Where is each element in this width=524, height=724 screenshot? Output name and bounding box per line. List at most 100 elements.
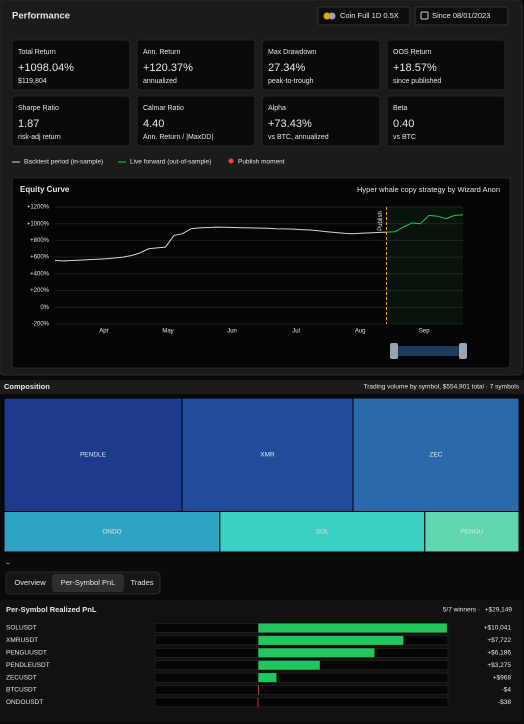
tab[interactable]: Overview [14, 578, 46, 587]
legend-label: Backtest period (in-sample) [24, 159, 103, 166]
y-tick-label: +400% [30, 271, 50, 277]
symbol-label: ZECUSDT [6, 674, 37, 681]
bar-track [154, 685, 449, 695]
pnl-bar [258, 685, 260, 695]
pnl-value: +$6,186 [487, 650, 511, 657]
tab[interactable]: Per-Symbol PnL [61, 578, 116, 587]
pnl-bar [258, 673, 277, 683]
metric-sub: since published [393, 78, 441, 85]
composition-header [0, 380, 524, 394]
pnl-value: -$4 [502, 687, 512, 694]
range-selector[interactable] [393, 346, 463, 356]
pnl-value: +$3,275 [487, 662, 511, 669]
pnl-bar [258, 635, 404, 645]
treemap-cell [3, 397, 183, 512]
metric-value: +73.43% [268, 118, 312, 130]
x-tick-label: May [162, 329, 173, 335]
metric-label: Beta [393, 105, 408, 112]
treemap-cell [424, 510, 520, 553]
pnl-value: +$7,722 [487, 637, 511, 644]
symbol-label: XMRUSDT [6, 637, 38, 644]
metric-label: Ann. Return [143, 49, 180, 56]
y-tick-label: 0% [40, 305, 49, 311]
summary-total: +$29,149 [485, 607, 513, 614]
treemap-label: XMR [260, 451, 275, 458]
metric-value: +18.57% [393, 62, 437, 74]
symbol-label: BTCUSDT [6, 687, 37, 694]
metric-card [136, 95, 256, 147]
y-tick-label: -200% [32, 322, 50, 328]
symbol-label: SOLUSDT [6, 625, 37, 632]
metric-card [261, 95, 381, 147]
y-tick-label: +1000% [27, 221, 50, 227]
section-title: Composition [4, 382, 50, 391]
x-tick-label: Jun [227, 329, 237, 335]
y-tick-label: +1200% [27, 205, 50, 211]
pnl-value: +$10,041 [484, 625, 512, 632]
publish-label: Publish [378, 211, 384, 231]
since-button[interactable] [414, 6, 509, 26]
metric-sub: Ann. Return / |MaxDD| [143, 134, 213, 141]
legend-label: Live forward (out-of-sample) [130, 159, 211, 166]
treemap-label: ZEC [430, 451, 443, 458]
metric-value: 27.34% [268, 62, 306, 74]
treemap-label: SOL [316, 528, 329, 535]
y-tick-label: +200% [30, 288, 50, 294]
x-tick-label: Sep [419, 329, 430, 335]
collapse-label: – [6, 560, 10, 567]
metric-value: +1098.04% [18, 62, 74, 74]
symbol-label: PENGUUSDT [6, 650, 47, 657]
coin-icon [328, 12, 336, 20]
range-handle[interactable] [390, 343, 398, 359]
pnl-bar [258, 648, 375, 658]
equity-line [386, 214, 464, 233]
x-tick-label: Jul [292, 329, 300, 335]
metric-card [11, 39, 131, 91]
metric-sub: annualized [143, 78, 177, 85]
treemap-label: PENGU [460, 528, 483, 535]
metric-card [11, 95, 131, 147]
range-handle[interactable] [459, 343, 467, 359]
coin-icon [323, 12, 331, 20]
section-title: Per-Symbol Realized PnL [6, 605, 97, 614]
treemap-cell [181, 397, 354, 512]
metric-label: Alpha [268, 105, 286, 112]
strategy-button[interactable] [317, 6, 411, 26]
metric-value: 1.87 [18, 118, 39, 130]
metric-card [261, 39, 381, 91]
symbol-label: PENDLEUSDT [6, 662, 50, 669]
equity-line [54, 226, 387, 262]
pnl-bar [257, 697, 259, 707]
pnl-value: -$38 [498, 699, 511, 706]
pnl-bar [258, 623, 447, 633]
metric-label: Max Drawdown [268, 49, 316, 56]
section-subtitle: Trading volume by symbol, $554,901 total… [364, 384, 520, 391]
treemap-label: ONDO [102, 528, 122, 535]
treemap-cell [219, 510, 426, 553]
legend-label: Publish moment [238, 159, 285, 166]
symbol-label: ONDOUSDT [6, 699, 43, 706]
strategy-button-label: Coin Full 1D 0.5X [340, 11, 399, 20]
metric-value: 4.40 [143, 118, 164, 130]
metric-value: +120.37% [143, 62, 193, 74]
metric-sub: peak-to-trough [268, 78, 314, 85]
pin-icon [228, 158, 234, 164]
metric-label: Calmar Ratio [143, 105, 184, 112]
y-tick-label: +600% [30, 255, 50, 261]
metric-card [136, 39, 256, 91]
treemap-cell [3, 510, 221, 553]
treemap-cell [352, 397, 520, 512]
live-region [386, 207, 463, 324]
x-tick-label: Aug [355, 329, 366, 335]
equity-panel [11, 177, 511, 369]
metric-label: OOS Return [393, 49, 432, 56]
summary: 5/7 winners · [443, 607, 480, 614]
calendar-icon [420, 11, 429, 20]
tab[interactable]: Trades [130, 578, 153, 587]
metric-card [386, 39, 506, 91]
metric-sub: vs BTC, annualized [268, 134, 329, 141]
chart-title: Equity Curve [20, 185, 70, 194]
tab-active [52, 574, 124, 592]
since-button-label: Since 08/01/2023 [432, 11, 490, 20]
panel-title: Performance [12, 11, 70, 22]
